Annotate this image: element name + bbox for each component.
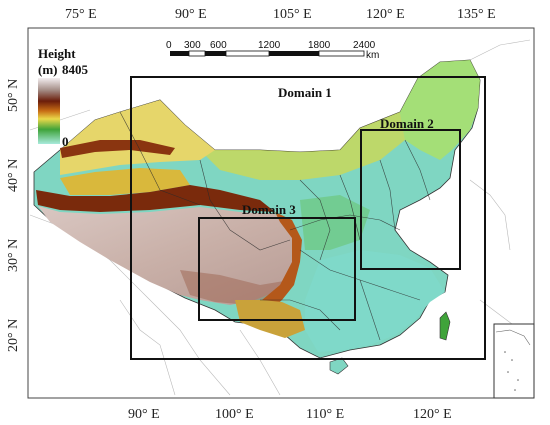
lon-label-bottom-90: 90° E	[128, 407, 160, 422]
legend-max: 8405	[62, 62, 89, 77]
domain-1-box	[130, 76, 486, 360]
scale-tick-0: 0	[166, 40, 172, 51]
scale-tick-300: 300	[184, 40, 201, 51]
legend-unit: (m)	[38, 62, 58, 77]
domain-3-label: Domain 3	[242, 202, 296, 217]
island-taiwan	[439, 311, 451, 341]
terrain-tibet-south	[180, 270, 290, 305]
inset-box	[493, 323, 535, 399]
scale-bar	[170, 50, 365, 57]
domain-2-box	[360, 129, 461, 270]
terrain-xinjiang	[60, 100, 215, 175]
province-borders	[119, 111, 431, 341]
legend-colorbar	[38, 78, 60, 144]
lon-label-top-105: 105° E	[273, 7, 312, 22]
scale-unit: km	[366, 50, 379, 61]
legend-min: 0	[62, 134, 69, 149]
terrain-north	[200, 112, 405, 180]
terrain-kunlun	[36, 185, 275, 212]
lat-label-30: 30° N	[6, 239, 21, 272]
terrain-southeast	[305, 250, 445, 352]
lon-label-bottom-120: 120° E	[413, 407, 452, 422]
terrain-central-green	[300, 195, 370, 250]
scale-tick-2400: 2400	[353, 40, 376, 51]
inset-coastline	[495, 329, 531, 346]
lon-label-top-120: 120° E	[366, 7, 405, 22]
lon-label-bottom-110: 110° E	[306, 407, 344, 422]
lon-label-top-135: 135° E	[457, 7, 496, 22]
domain-1-label: Domain 1	[278, 85, 332, 100]
lat-label-50: 50° N	[6, 79, 21, 112]
inset-islands	[504, 351, 519, 391]
lat-label-20: 20° N	[6, 319, 21, 352]
domain-2-label: Domain 2	[380, 116, 434, 131]
lon-label-top-75: 75° E	[65, 7, 97, 22]
terrain-tianshan	[60, 140, 175, 158]
legend-title: Height	[38, 46, 76, 61]
terrain-sichuan-edge	[262, 212, 302, 310]
scale-tick-600: 600	[210, 40, 227, 51]
terrain-tarim	[60, 168, 190, 195]
lon-label-top-90: 90° E	[175, 7, 207, 22]
scale-tick-1800: 1800	[308, 40, 331, 51]
lon-label-bottom-100: 100° E	[215, 407, 254, 422]
scale-tick-1200: 1200	[258, 40, 281, 51]
domain-3-box	[198, 217, 356, 321]
lat-label-40: 40° N	[6, 159, 21, 192]
